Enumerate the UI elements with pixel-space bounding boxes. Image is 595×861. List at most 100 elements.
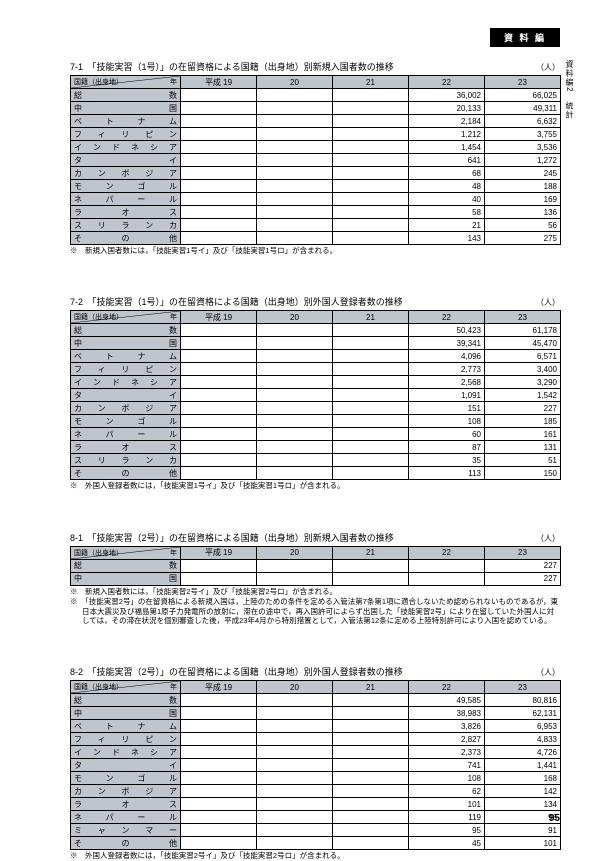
cell-value: 39,341 xyxy=(409,337,485,350)
cell-value xyxy=(181,89,257,102)
cell-value xyxy=(181,232,257,245)
cell-value xyxy=(257,824,333,837)
table-corner: 年国籍（出身地） xyxy=(71,681,181,694)
cell-value: 113 xyxy=(409,467,485,480)
cell-value xyxy=(257,324,333,337)
cell-value xyxy=(257,389,333,402)
cell-value xyxy=(257,128,333,141)
table-row: その他143275 xyxy=(71,232,561,245)
cell-value: 56 xyxy=(485,219,561,232)
cell-value: 2,373 xyxy=(409,746,485,759)
cell-value xyxy=(333,428,409,441)
cell-value xyxy=(333,115,409,128)
cell-value: 3,536 xyxy=(485,141,561,154)
cell-value xyxy=(257,733,333,746)
cell-value xyxy=(333,376,409,389)
cell-value: 741 xyxy=(409,759,485,772)
table-row: 中国39,34145,470 xyxy=(71,337,561,350)
table-row: ベトナム4,0966,571 xyxy=(71,350,561,363)
row-label: ネパール xyxy=(71,811,181,824)
cell-value xyxy=(181,428,257,441)
row-label: タイ xyxy=(71,154,181,167)
cell-value: 134 xyxy=(485,798,561,811)
cell-value xyxy=(333,785,409,798)
cell-value xyxy=(181,324,257,337)
cell-value xyxy=(181,441,257,454)
cell-value xyxy=(181,402,257,415)
year-header: 23 xyxy=(485,311,561,324)
cell-value xyxy=(333,232,409,245)
cell-value xyxy=(333,837,409,850)
cell-value: 101 xyxy=(409,798,485,811)
cell-value xyxy=(181,415,257,428)
cell-value: 4,096 xyxy=(409,350,485,363)
cell-value: 21 xyxy=(409,219,485,232)
corner-top: 年 xyxy=(170,77,177,87)
year-header: 20 xyxy=(257,681,333,694)
table-section: 8-1 「技能実習（2号）」の在留資格による国籍（出身地）別新規入国者数の推移（… xyxy=(70,531,560,626)
cell-value xyxy=(257,363,333,376)
cell-value: 188 xyxy=(485,180,561,193)
cell-value xyxy=(181,694,257,707)
table-row: ネパール60161 xyxy=(71,428,561,441)
corner-bottom: 国籍（出身地） xyxy=(74,312,123,322)
table-corner: 年国籍（出身地） xyxy=(71,546,181,559)
table-row: タイ7411,441 xyxy=(71,759,561,772)
table-row: インドネシア1,4543,536 xyxy=(71,141,561,154)
cell-value: 3,826 xyxy=(409,720,485,733)
cell-value xyxy=(333,324,409,337)
cell-value: 2,773 xyxy=(409,363,485,376)
cell-value xyxy=(333,89,409,102)
cell-value: 131 xyxy=(485,441,561,454)
cell-value xyxy=(181,759,257,772)
row-label: その他 xyxy=(71,837,181,850)
footnote: ※ 「技能実習2号」の在留資格による新規入国は，上陸のための条件を定める入管法第… xyxy=(70,597,560,625)
row-label: モンゴル xyxy=(71,415,181,428)
year-header: 20 xyxy=(257,311,333,324)
row-label: インドネシア xyxy=(71,141,181,154)
cell-value xyxy=(181,102,257,115)
year-header: 21 xyxy=(333,546,409,559)
table-row: スリランカ2156 xyxy=(71,219,561,232)
cell-value: 161 xyxy=(485,428,561,441)
cell-value xyxy=(333,167,409,180)
cell-value: 4,726 xyxy=(485,746,561,759)
cell-value: 38,983 xyxy=(409,707,485,720)
row-label: ベトナム xyxy=(71,350,181,363)
cell-value xyxy=(333,824,409,837)
table-row: カンボジア151227 xyxy=(71,402,561,415)
cell-value xyxy=(181,811,257,824)
cell-value xyxy=(181,206,257,219)
row-label: ラオス xyxy=(71,441,181,454)
cell-value xyxy=(181,180,257,193)
cell-value xyxy=(257,746,333,759)
cell-value xyxy=(257,89,333,102)
table-row: インドネシア2,3734,726 xyxy=(71,746,561,759)
table-row: カンボジア62142 xyxy=(71,785,561,798)
cell-value xyxy=(333,128,409,141)
cell-value xyxy=(333,141,409,154)
cell-value: 51 xyxy=(485,454,561,467)
cell-value xyxy=(333,415,409,428)
cell-value xyxy=(257,180,333,193)
cell-value: 80,816 xyxy=(485,694,561,707)
cell-value: 48 xyxy=(409,180,485,193)
table-row: タイ6411,272 xyxy=(71,154,561,167)
table-section: 7-2 「技能実習（1号）」の在留資格による国籍（出身地）別外国人登録者数の推移… xyxy=(70,295,560,490)
cell-value xyxy=(333,441,409,454)
row-label: ネパール xyxy=(71,193,181,206)
cell-value: 60 xyxy=(409,428,485,441)
cell-value: 1,272 xyxy=(485,154,561,167)
cell-value: 227 xyxy=(485,559,561,572)
cell-value xyxy=(257,441,333,454)
cell-value xyxy=(181,376,257,389)
cell-value xyxy=(181,154,257,167)
cell-value: 4,833 xyxy=(485,733,561,746)
cell-value: 49,311 xyxy=(485,102,561,115)
cell-value xyxy=(257,219,333,232)
cell-value xyxy=(257,167,333,180)
table-row: モンゴル48188 xyxy=(71,180,561,193)
cell-value: 101 xyxy=(485,837,561,850)
cell-value xyxy=(333,402,409,415)
year-header: 22 xyxy=(409,76,485,89)
